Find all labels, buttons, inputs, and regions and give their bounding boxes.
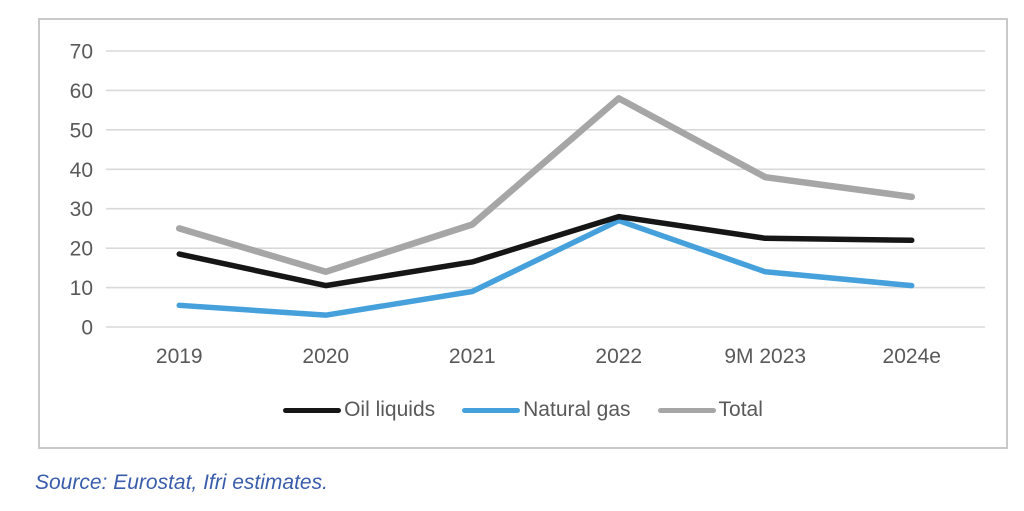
y-tick-label: 60 (70, 80, 93, 103)
legend-swatch-oil-liquids (283, 407, 342, 413)
x-tick-label: 2022 (595, 345, 642, 368)
y-tick-label: 0 (81, 317, 93, 340)
legend-swatch-natural-gas (462, 407, 521, 413)
chart-legend: Oil liquids Natural gas Total (40, 397, 1006, 423)
legend-item-total: Total (657, 397, 763, 423)
chart-frame: 0 10 20 30 40 50 60 70 2019 2020 2021 2022 9M 2023 20… (38, 18, 1008, 449)
series-line-total (176, 95, 915, 276)
source-text: Source: Eurostat, Ifri estimates. (35, 471, 328, 494)
series-line-natural-gas (176, 217, 915, 318)
y-tick-label: 50 (70, 119, 93, 142)
y-tick-label: 20 (70, 238, 93, 261)
y-tick-label: 30 (70, 198, 93, 221)
series-line-oil-liquids (176, 213, 915, 289)
legend-item-natural-gas: Natural gas (462, 397, 631, 423)
y-tick-label: 70 (70, 41, 93, 64)
legend-item-oil-liquids: Oil liquids (283, 397, 435, 423)
x-tick-label: 9M 2023 (724, 345, 806, 368)
x-tick-label: 2024e (883, 345, 941, 368)
legend-label-oil-liquids: Oil liquids (344, 398, 436, 421)
legend-label-total: Total (718, 398, 763, 421)
plot-area: 0 10 20 30 40 50 60 70 2019 2020 2021 2022 9M 2023 20… (70, 41, 985, 368)
y-tick-label: 10 (70, 277, 93, 300)
x-tick-label: 2020 (302, 345, 349, 368)
y-tick-label: 40 (70, 159, 93, 182)
legend-label-natural-gas: Natural gas (523, 398, 631, 421)
x-tick-label: 2021 (449, 345, 496, 368)
legend-swatch-total (657, 407, 716, 413)
x-tick-label: 2019 (156, 345, 203, 368)
